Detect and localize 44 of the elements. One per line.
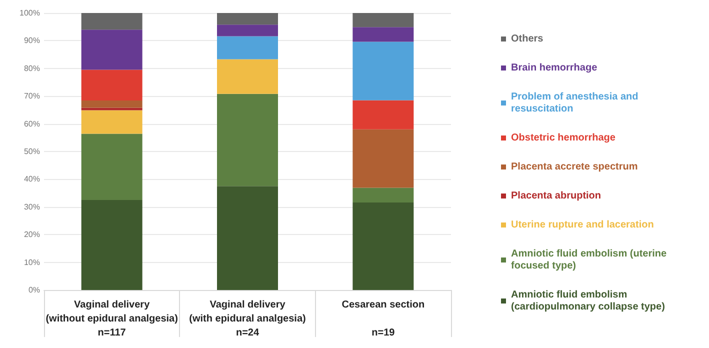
y-tick-label: 80%	[24, 64, 40, 73]
y-tick-label: 70%	[24, 92, 40, 101]
bar	[81, 110, 142, 134]
bar	[81, 200, 142, 290]
legend-label: Uterine rupture and laceration	[511, 220, 654, 230]
bar	[352, 129, 414, 188]
bar	[81, 134, 142, 200]
bar	[352, 188, 414, 202]
legend-label: Amniotic fluid embolism (cardiopulmonary collapse type)	[511, 290, 665, 312]
y-tick-label: 50%	[24, 147, 40, 156]
bar	[81, 30, 142, 70]
legend-label: Obstetric hemorrhage	[511, 132, 616, 144]
bar	[217, 13, 278, 25]
legend-label: Placenta abruption	[511, 190, 602, 202]
bar	[217, 24, 278, 36]
bar	[217, 94, 278, 186]
legend-label: Others	[511, 34, 544, 44]
bar	[352, 42, 414, 100]
legend-label: Amniotic fluid embolism (uterine focused type)	[511, 248, 670, 272]
bar	[352, 100, 414, 130]
legend-label: Brain hemorrhage	[511, 62, 598, 74]
x-tick-label: Vaginal delivery (without epidural analgesia) n=117	[46, 300, 178, 338]
bar	[352, 202, 414, 290]
category-label: Cesarean section n=19	[342, 300, 425, 338]
bar	[81, 108, 142, 110]
y-tick-label: 60%	[24, 119, 40, 128]
bar	[352, 27, 414, 42]
bar	[217, 36, 278, 60]
y-tick-label: 0%	[28, 286, 40, 294]
bar	[217, 59, 278, 94]
y-tick-label: 30%	[24, 202, 40, 212]
bar	[81, 70, 142, 101]
bar	[352, 13, 414, 28]
x-tick-label: Vaginal delivery (with epidural analgesia) n=24	[189, 300, 306, 338]
y-tick-label: 20%	[24, 230, 40, 240]
y-tick-label: 90%	[24, 36, 40, 46]
bar	[217, 186, 278, 290]
y-tick-label: 100%	[20, 8, 40, 18]
y-tick-label: 10%	[24, 258, 40, 267]
legend-label: Placenta accrete spectrum	[511, 162, 638, 172]
y-tick-label: 40%	[24, 174, 40, 184]
bar	[81, 100, 142, 108]
legend-label: Problem of anesthesia and resuscitation	[511, 92, 642, 114]
bar	[81, 13, 142, 30]
